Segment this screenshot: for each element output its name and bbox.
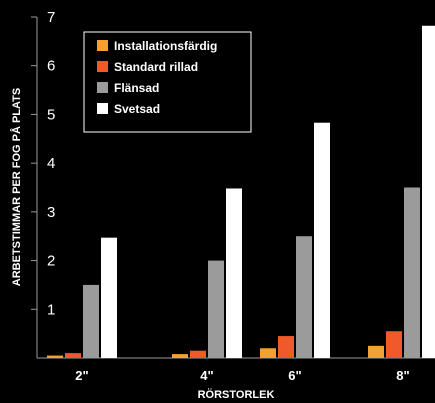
bar-4-4 bbox=[422, 25, 435, 358]
x-tick-label: 2" bbox=[75, 368, 88, 383]
bar-2-4 bbox=[386, 331, 402, 358]
bar-4-2 bbox=[226, 188, 242, 358]
y-tick-label: 1 bbox=[47, 301, 55, 318]
legend-label: Standard rillad bbox=[114, 60, 198, 74]
bar-3-3 bbox=[296, 236, 312, 358]
bar-2-3 bbox=[278, 336, 294, 358]
bar-4-1 bbox=[101, 237, 117, 358]
bar-3-4 bbox=[404, 187, 420, 358]
legend-label: Flänsad bbox=[114, 81, 159, 95]
y-tick-label: 5 bbox=[47, 106, 55, 123]
x-axis-title: RÖRSTORLEK bbox=[198, 388, 275, 401]
bar-3-1 bbox=[83, 284, 99, 358]
legend-swatch bbox=[97, 82, 108, 93]
x-tick-label: 6" bbox=[288, 368, 301, 383]
bar-series-group bbox=[47, 25, 435, 359]
legend-box bbox=[83, 31, 252, 133]
bar-2-1 bbox=[65, 353, 81, 358]
legend: Installationsfärdig Standard rillad Flänsa… bbox=[83, 31, 252, 133]
y-tick-label: 7 bbox=[47, 9, 55, 26]
bar-3-2 bbox=[208, 260, 224, 358]
y-tick-label: 4 bbox=[47, 155, 55, 172]
x-tick-label: 4" bbox=[200, 368, 213, 383]
y-tick-label: 2 bbox=[47, 253, 55, 270]
legend-label: Installationsfärdig bbox=[114, 39, 217, 53]
legend-label: Svetsad bbox=[114, 102, 160, 116]
y-tick-label: 3 bbox=[47, 204, 55, 221]
bar-1-2 bbox=[172, 354, 188, 358]
legend-swatch bbox=[97, 61, 108, 72]
y-tick-label: 6 bbox=[47, 58, 55, 75]
bar-2-2 bbox=[190, 350, 206, 358]
y-axis-title: ARBETSTIMMAR PER FOG PÅ PLATS bbox=[10, 88, 23, 286]
x-tick-label: 8" bbox=[396, 368, 409, 383]
bar-4-3 bbox=[314, 122, 330, 359]
bar-1-1 bbox=[47, 355, 63, 358]
y-axis-ticks: 1 2 3 4 5 6 7 bbox=[31, 9, 55, 318]
bar-1-4 bbox=[368, 345, 384, 358]
legend-swatch bbox=[97, 40, 108, 51]
x-axis-labels: 2" 4" 6" 8" bbox=[75, 368, 409, 383]
legend-swatch bbox=[97, 103, 108, 114]
legend-items: Installationsfärdig Standard rillad Flänsa… bbox=[97, 39, 217, 116]
bar-1-3 bbox=[260, 348, 276, 358]
